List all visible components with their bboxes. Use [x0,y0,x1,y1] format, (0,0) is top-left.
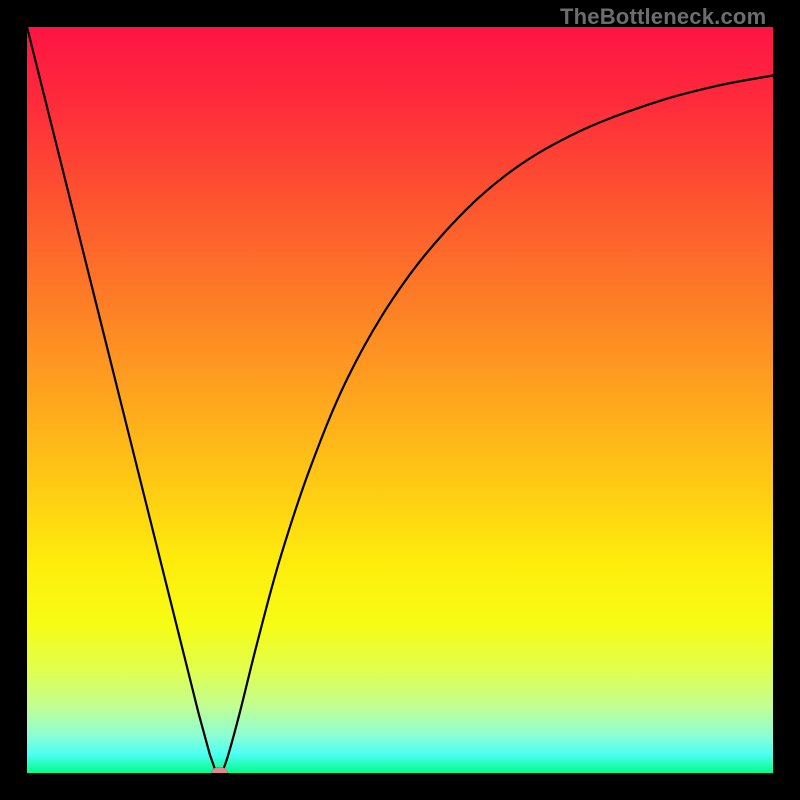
chart-background [27,27,773,773]
watermark-text: TheBottleneck.com [560,4,766,30]
chart-plot [27,27,773,773]
